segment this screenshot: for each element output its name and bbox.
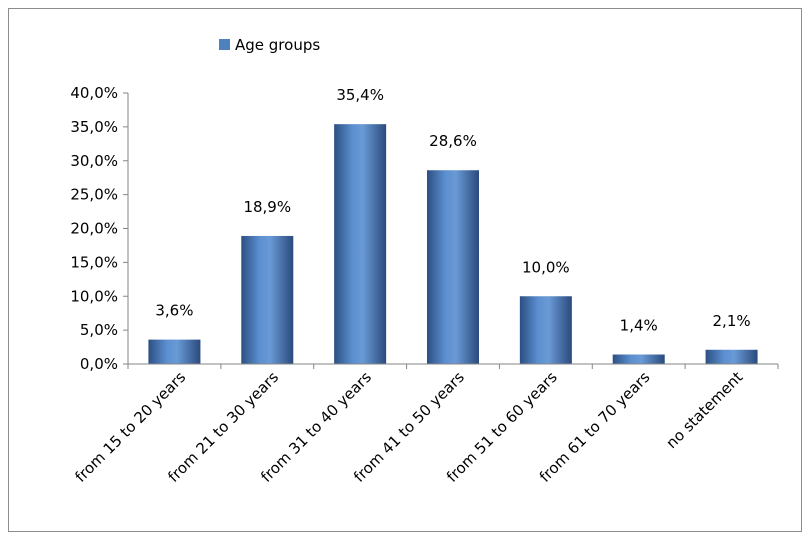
y-tick-label: 25,0% (70, 186, 118, 204)
y-tick-label: 20,0% (70, 220, 118, 238)
bar (427, 170, 479, 364)
data-label: 35,4% (336, 86, 384, 104)
legend: Age groups (219, 36, 320, 54)
y-tick-label: 35,0% (70, 118, 118, 136)
bar (334, 124, 387, 364)
y-tick-label: 0,0% (80, 355, 118, 373)
data-labels: 3,6% 18,9% 35,4% 28,6% 10,0% 1,4% 2,1% (155, 86, 750, 334)
y-tick-label: 10,0% (70, 287, 118, 305)
bar (519, 296, 572, 364)
data-label: 2,1% (713, 312, 751, 330)
chart-frame (8, 8, 802, 532)
y-tick-label: 15,0% (70, 253, 118, 271)
bar (148, 339, 201, 364)
data-label: 18,9% (243, 198, 291, 216)
data-label: 28,6% (429, 132, 477, 150)
bar (705, 349, 758, 364)
bar (241, 235, 294, 364)
bars (148, 124, 758, 364)
legend-label: Age groups (235, 36, 320, 54)
data-label: 10,0% (522, 258, 570, 276)
y-tick-label: 40,0% (70, 84, 118, 102)
y-tick-label: 30,0% (70, 152, 118, 170)
data-label: 3,6% (155, 302, 193, 320)
data-label: 1,4% (620, 317, 658, 335)
bar (612, 354, 665, 364)
legend-swatch (219, 39, 230, 50)
x-tick-label: no statement (662, 368, 746, 452)
y-axis: 0,0% 5,0% 10,0% 15,0% 20,0% 25,0% 30,0% 35,0% 40… (70, 84, 129, 373)
y-tick-label: 5,0% (80, 321, 118, 339)
